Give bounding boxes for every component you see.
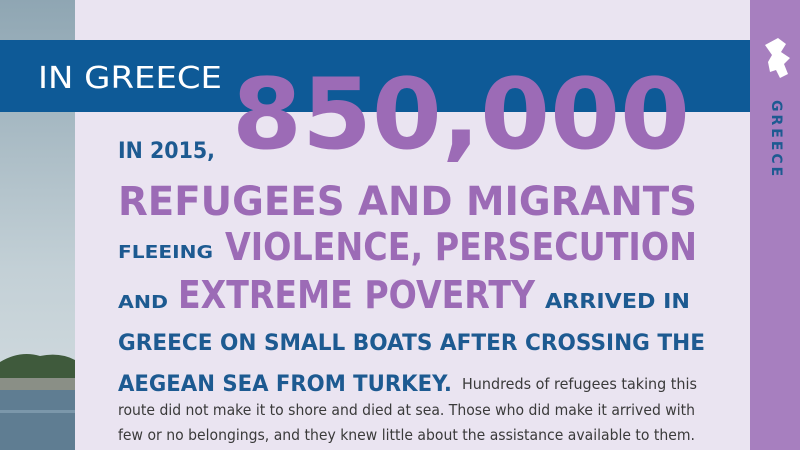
map-icon [765, 38, 790, 78]
headline-line: AEGEAN SEA FROM TURKEY. [118, 372, 452, 397]
body-line: few or no belongings, and they knew litt… [118, 426, 695, 444]
body-line: Hundreds of refugees taking this [462, 375, 697, 393]
sidebar-label: GREECE [768, 100, 784, 179]
big-number: 850,000 [232, 58, 690, 172]
body-line: route did not make it to shore and died … [118, 401, 695, 419]
headline-small: ARRIVED IN [545, 289, 690, 313]
headline-line: VIOLENCE, PERSECUTION [225, 225, 697, 269]
banner [0, 40, 750, 112]
banner-title: IN GREECE [38, 61, 222, 96]
headline-line: EXTREME POVERTY [178, 273, 535, 317]
headline-line: REFUGEES AND MIGRANTS [118, 179, 697, 225]
headline-small: AND [118, 292, 168, 313]
intro: IN 2015, [118, 139, 215, 164]
headline-small: FLEEING [118, 242, 213, 263]
sidebar: GREECE [750, 0, 800, 450]
headline-line: GREECE ON SMALL BOATS AFTER CROSSING THE [118, 331, 705, 356]
